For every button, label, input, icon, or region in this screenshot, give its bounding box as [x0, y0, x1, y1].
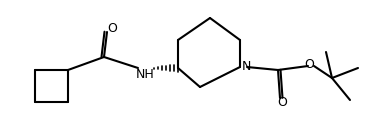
Text: O: O: [277, 95, 287, 109]
Text: NH: NH: [136, 67, 154, 81]
Text: O: O: [107, 22, 117, 36]
Text: N: N: [241, 60, 251, 74]
Text: O: O: [304, 58, 314, 72]
